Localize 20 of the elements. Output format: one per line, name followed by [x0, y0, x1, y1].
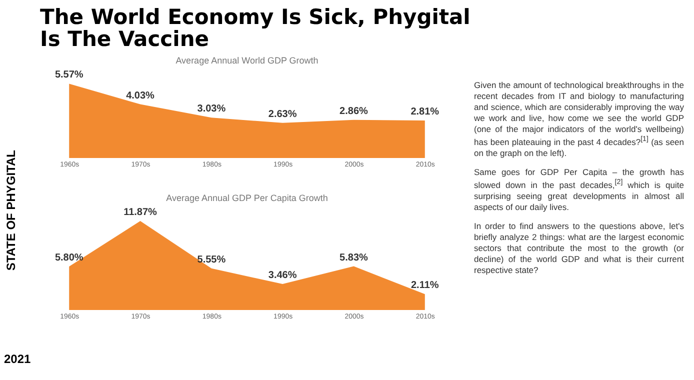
chart-title: The World Economy Is Sick, Phygital Is The Vaccine: [40, 5, 472, 52]
data-label: 5.57%: [54, 70, 84, 81]
text: Given the amount of technological breakthroughs in the recent decades from IT and biology to manufacturing and science, which are considerably improving the way we work and live, how come we see the world GDP (one of the major indicators of the world's wellbeing) has been plateauing in the past 4 decades?$^{[1]}$ (as seen on the graph on the left).: [474, 80, 684, 158]
text: 2021: [4, 352, 31, 366]
data-label: 2.63%: [268, 109, 297, 120]
data-label: 3.46%: [268, 270, 297, 282]
text: STATE OF PHYGITAL: [4, 150, 18, 271]
text: In order to find answers to the questions above, let's briefly analyze 2 things: what are the largest economic sectors that contribute the most to the growth (or decline) of the world GDP and what is their current respective state?: [474, 221, 684, 276]
chart-title: Average Annual GDP Per Capita Growth: [166, 193, 328, 204]
data-label: 3.03%: [197, 104, 226, 115]
data-label: 5.80%: [54, 252, 84, 264]
data-label: 2.11%: [410, 280, 439, 292]
data-label: 2.86%: [340, 106, 368, 117]
text: Same goes for GDP Per Capita – the growth has slowed down in the past decades,$^{[2]}$ which is quite surprising seeing great developments in almost all aspects of our daily lives.: [474, 167, 684, 214]
chart-subtitle: Average Annual World GDP Growth: [176, 56, 318, 66]
data-label: 5.55%: [197, 254, 226, 266]
data-label: 11.87%: [124, 207, 158, 218]
data-label: 2.81%: [410, 106, 440, 118]
data-label: 5.83%: [340, 252, 368, 264]
data-label: 4.03%: [126, 90, 155, 102]
